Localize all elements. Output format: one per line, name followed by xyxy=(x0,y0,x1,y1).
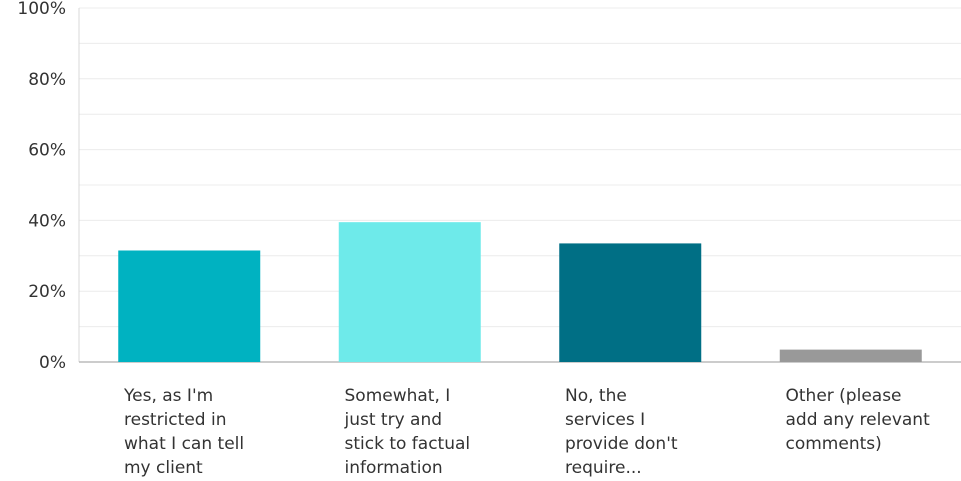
y-tick-label: 0% xyxy=(39,353,66,373)
bar xyxy=(779,349,922,362)
y-tick-label: 80% xyxy=(28,70,66,90)
bar xyxy=(118,250,261,362)
x-axis-labels: Yes, as I'm restricted in what I can tell m… xyxy=(123,386,930,478)
y-tick-label: 60% xyxy=(28,141,66,161)
bars xyxy=(118,222,922,362)
bar xyxy=(559,243,702,362)
y-tick-label: 100% xyxy=(17,0,66,19)
x-category-label: Other (please add any relevant comments) xyxy=(786,386,931,454)
x-category-label: Yes, as I'm restricted in what I can tell m… xyxy=(123,386,244,478)
bar xyxy=(338,222,481,362)
y-tick-label: 20% xyxy=(28,282,66,302)
y-tick-label: 40% xyxy=(28,211,66,231)
y-axis-ticks: 0% 20% 40% 60% 80% 100% xyxy=(17,0,66,373)
